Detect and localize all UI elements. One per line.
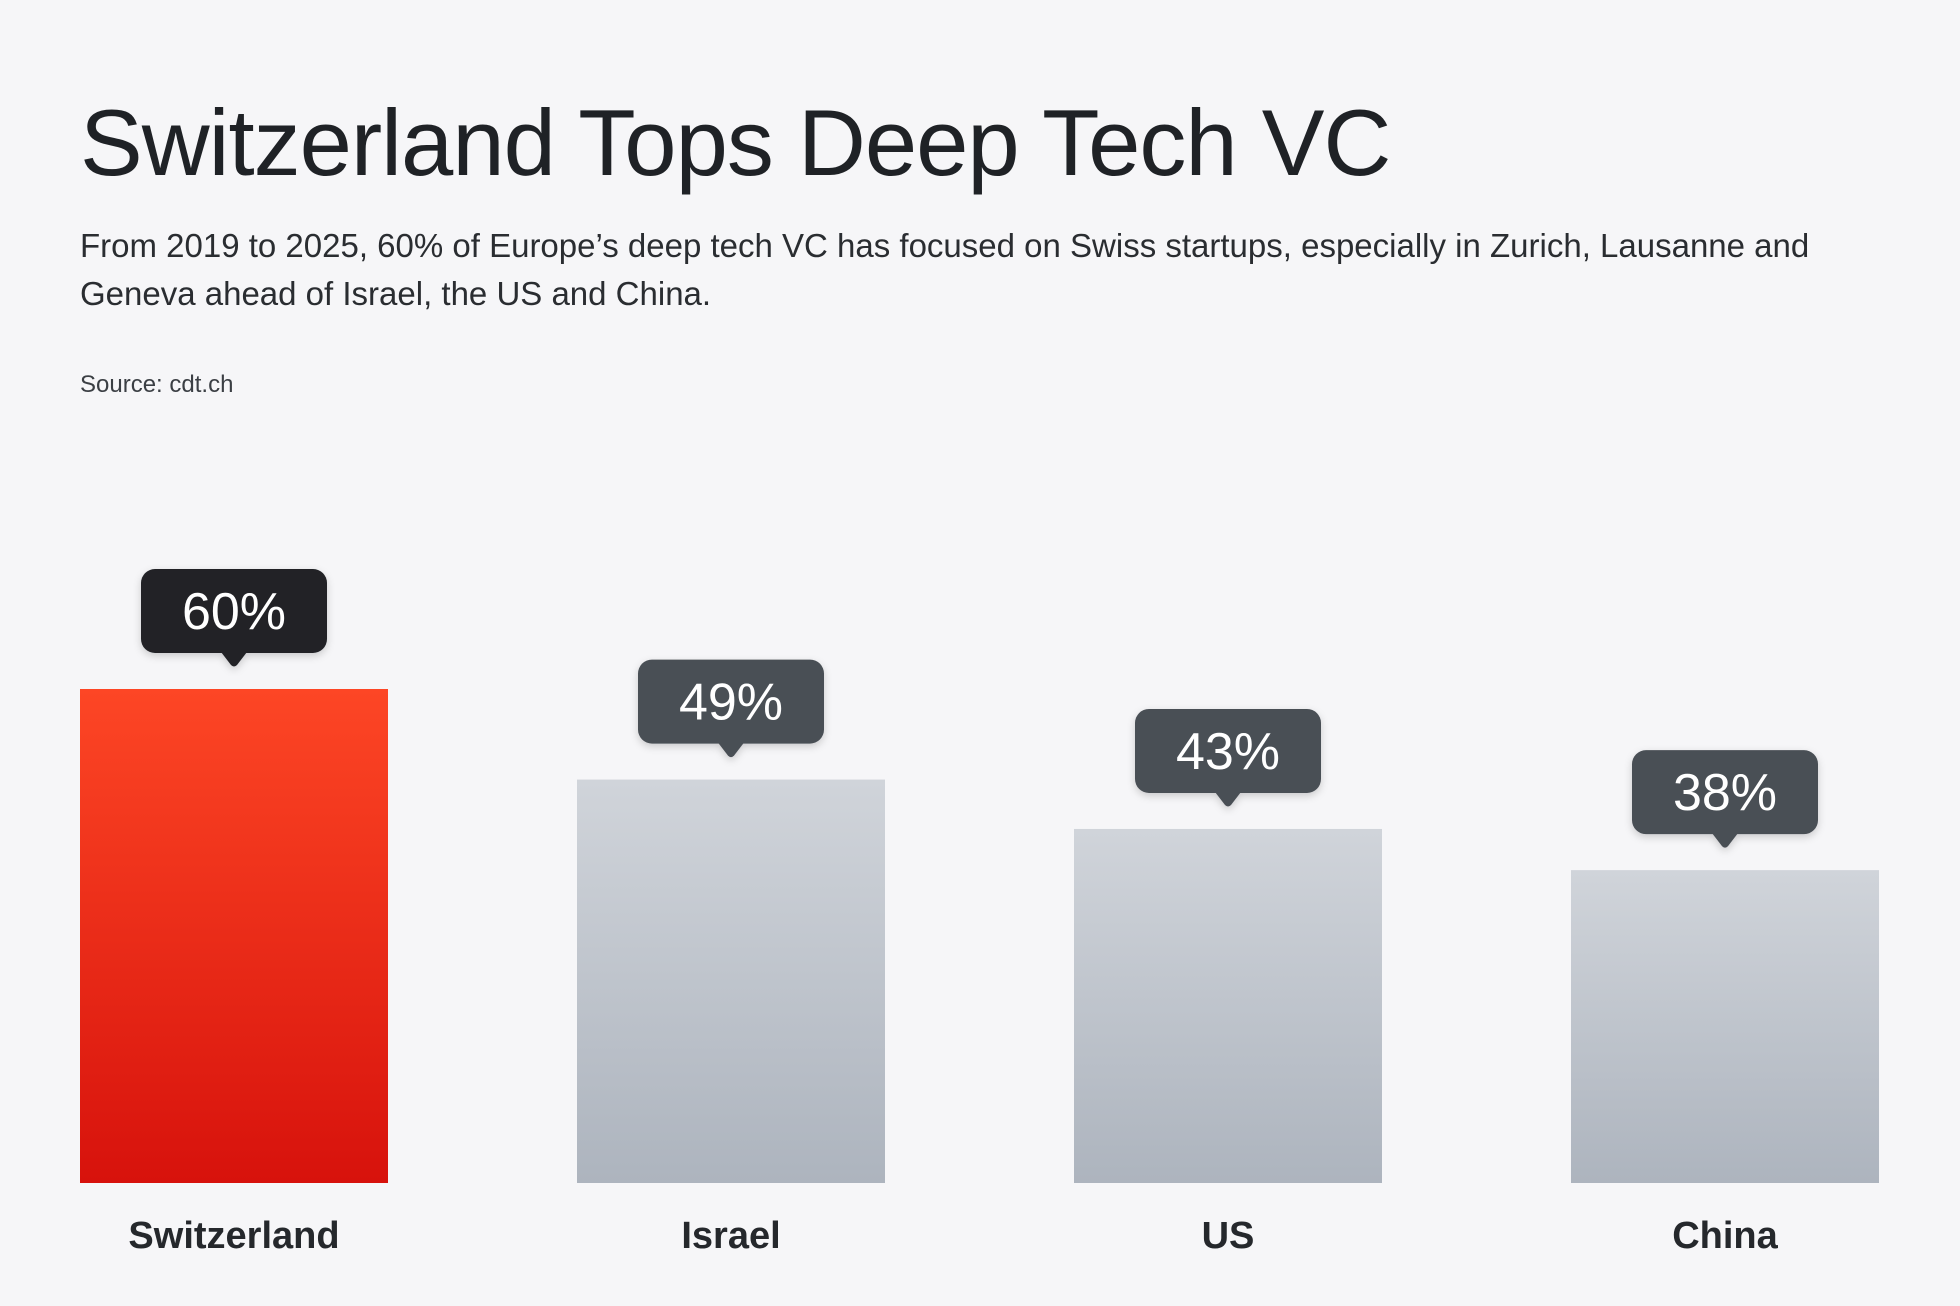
category-label-us: US [1202, 1215, 1255, 1257]
bar-group-us: 43% US [1074, 708, 1382, 1257]
tooltip-pointer [1215, 791, 1241, 807]
chart-title: Switzerland Tops Deep Tech VC [80, 90, 1391, 195]
category-label-switzerland: Switzerland [128, 1215, 339, 1257]
tooltip-box [141, 569, 327, 653]
tooltip-box [1135, 708, 1321, 793]
tooltip-pointer [221, 652, 247, 667]
source-note: Source: cdt.ch [80, 371, 234, 398]
data-label-us: 43% [1176, 723, 1280, 781]
data-label-china: 38% [1673, 764, 1777, 822]
bar-group-israel: 49% Israel [577, 659, 885, 1257]
bar-group-china: 38% China [1571, 750, 1879, 1257]
bar-china [1571, 870, 1879, 1183]
bar-group-switzerland: 60% Switzerland [80, 569, 388, 1257]
data-label-israel: 49% [679, 674, 783, 732]
chart-subtitle: From 2019 to 2025, 60% of Europe’s deep … [80, 227, 1810, 312]
value-tooltip-israel [638, 659, 824, 758]
category-label-israel: Israel [681, 1215, 780, 1257]
bar-switzerland [80, 689, 388, 1183]
value-tooltip-us [1135, 708, 1321, 807]
bar-israel [577, 779, 885, 1183]
value-tooltip-switzerland [141, 569, 327, 667]
tooltip-box [1632, 750, 1818, 835]
bar-us [1074, 828, 1382, 1183]
data-label-switzerland: 60% [182, 583, 286, 641]
tooltip-pointer [1712, 833, 1738, 848]
value-tooltip-china [1632, 750, 1818, 848]
category-label-china: China [1672, 1215, 1778, 1257]
tooltip-box [638, 659, 824, 744]
tooltip-pointer [718, 742, 744, 758]
